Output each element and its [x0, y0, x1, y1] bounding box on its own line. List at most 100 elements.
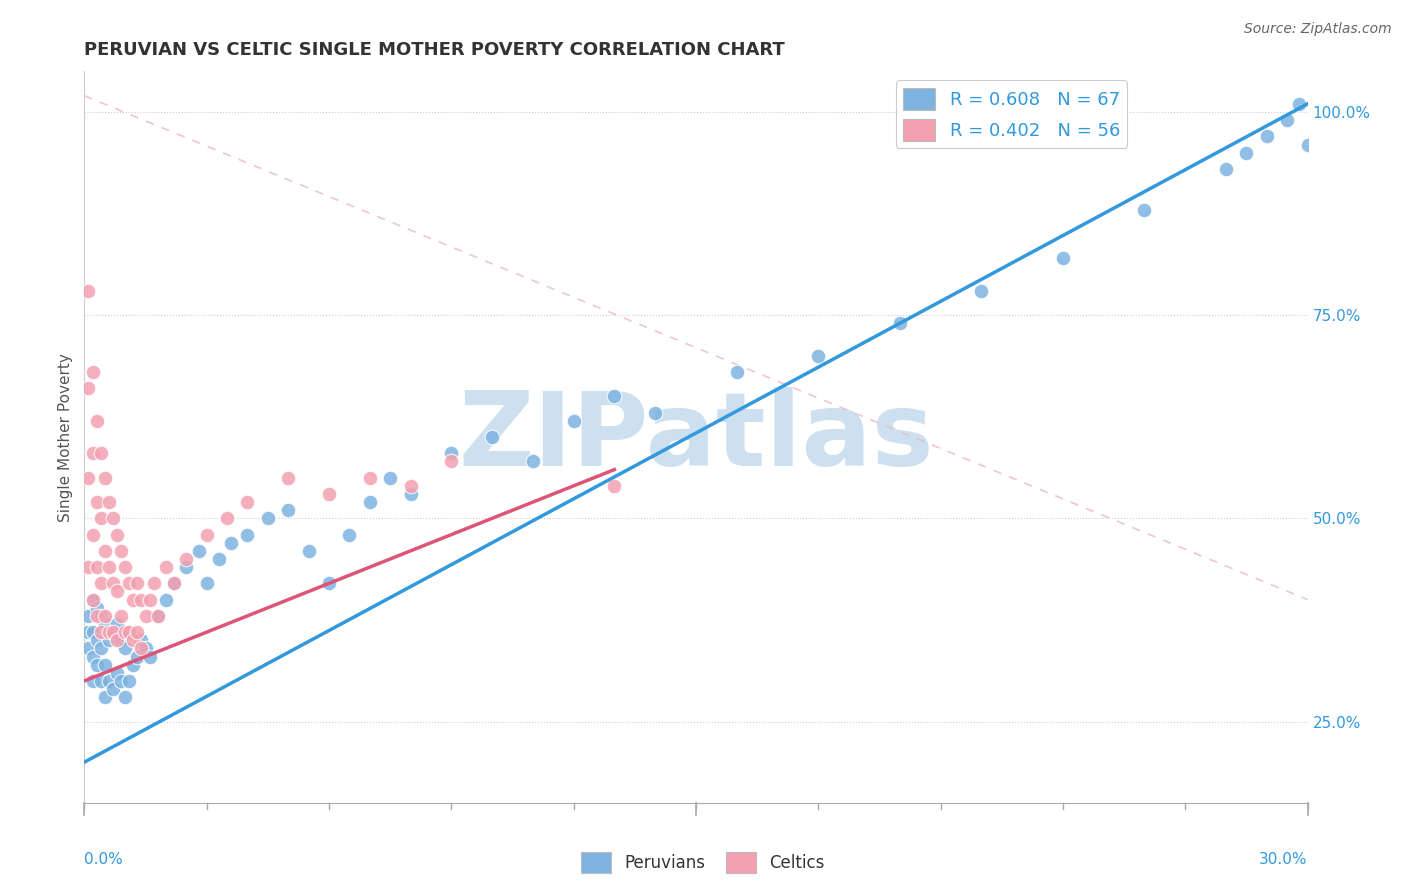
Point	[93, 544, 115, 558]
Point	[77, 560, 100, 574]
Point	[97, 633, 120, 648]
Point	[399, 479, 422, 493]
Point	[187, 544, 209, 558]
Point	[114, 625, 136, 640]
Point	[1215, 161, 1237, 176]
Point	[155, 560, 177, 574]
Point	[236, 527, 259, 541]
Point	[97, 673, 120, 688]
Point	[318, 576, 340, 591]
Point	[114, 690, 136, 705]
Point	[101, 576, 124, 591]
Point	[90, 673, 112, 688]
Point	[380, 471, 402, 485]
Point	[195, 527, 218, 541]
Point	[174, 552, 197, 566]
Point	[807, 349, 830, 363]
Point	[105, 584, 128, 599]
Point	[257, 511, 280, 525]
Point	[1288, 96, 1310, 111]
Point	[93, 608, 115, 623]
Point	[1133, 202, 1156, 217]
Point	[86, 414, 108, 428]
Point	[101, 625, 124, 640]
Point	[77, 641, 100, 656]
Point	[110, 544, 132, 558]
Legend: R = 0.608   N = 67, R = 0.402   N = 56: R = 0.608 N = 67, R = 0.402 N = 56	[896, 80, 1128, 148]
Point	[82, 673, 104, 688]
Point	[90, 608, 112, 623]
Point	[146, 608, 169, 623]
Point	[163, 576, 186, 591]
Point	[146, 608, 169, 623]
Point	[82, 592, 104, 607]
Point	[82, 649, 104, 664]
Point	[219, 535, 242, 549]
Point	[217, 511, 239, 525]
Point	[118, 673, 141, 688]
Point	[105, 665, 128, 680]
Point	[195, 576, 218, 591]
Point	[97, 495, 120, 509]
Point	[163, 576, 186, 591]
Point	[131, 592, 153, 607]
Point	[86, 600, 108, 615]
Point	[93, 471, 115, 485]
Point	[122, 592, 145, 607]
Point	[135, 641, 157, 656]
Point	[155, 592, 177, 607]
Point	[86, 633, 108, 648]
Point	[208, 552, 231, 566]
Point	[77, 284, 100, 298]
Point	[298, 544, 321, 558]
Point	[236, 495, 259, 509]
Text: PERUVIAN VS CELTIC SINGLE MOTHER POVERTY CORRELATION CHART: PERUVIAN VS CELTIC SINGLE MOTHER POVERTY…	[84, 41, 785, 59]
Point	[114, 560, 136, 574]
Point	[82, 592, 104, 607]
Point	[105, 633, 128, 648]
Point	[90, 511, 112, 525]
Point	[110, 608, 132, 623]
Point	[127, 576, 149, 591]
Point	[93, 657, 115, 672]
Point	[77, 608, 100, 623]
Point	[127, 649, 149, 664]
Point	[101, 681, 124, 696]
Point	[90, 576, 112, 591]
Point	[118, 625, 141, 640]
Point	[97, 625, 120, 640]
Point	[122, 633, 145, 648]
Point	[131, 641, 153, 656]
Point	[970, 284, 993, 298]
Y-axis label: Single Mother Poverty: Single Mother Poverty	[58, 352, 73, 522]
Point	[93, 690, 115, 705]
Text: 30.0%: 30.0%	[1260, 852, 1308, 866]
Point	[90, 446, 112, 460]
Point	[105, 527, 128, 541]
Point	[127, 625, 149, 640]
Point	[440, 446, 463, 460]
Point	[1236, 145, 1258, 160]
Point	[77, 471, 100, 485]
Point	[138, 592, 160, 607]
Point	[277, 503, 299, 517]
Point	[725, 365, 748, 379]
Point	[86, 560, 108, 574]
Point	[399, 487, 422, 501]
Point	[86, 495, 108, 509]
Point	[359, 495, 381, 509]
Point	[77, 381, 100, 395]
Point	[1052, 252, 1074, 266]
Point	[138, 649, 160, 664]
Point	[110, 633, 132, 648]
Point	[105, 617, 128, 632]
Point	[603, 479, 626, 493]
Point	[77, 625, 100, 640]
Point	[339, 527, 361, 541]
Point	[603, 389, 626, 403]
Legend: Peruvians, Celtics: Peruvians, Celtics	[575, 846, 831, 880]
Point	[93, 617, 115, 632]
Point	[359, 471, 381, 485]
Point	[481, 430, 503, 444]
Point	[277, 471, 299, 485]
